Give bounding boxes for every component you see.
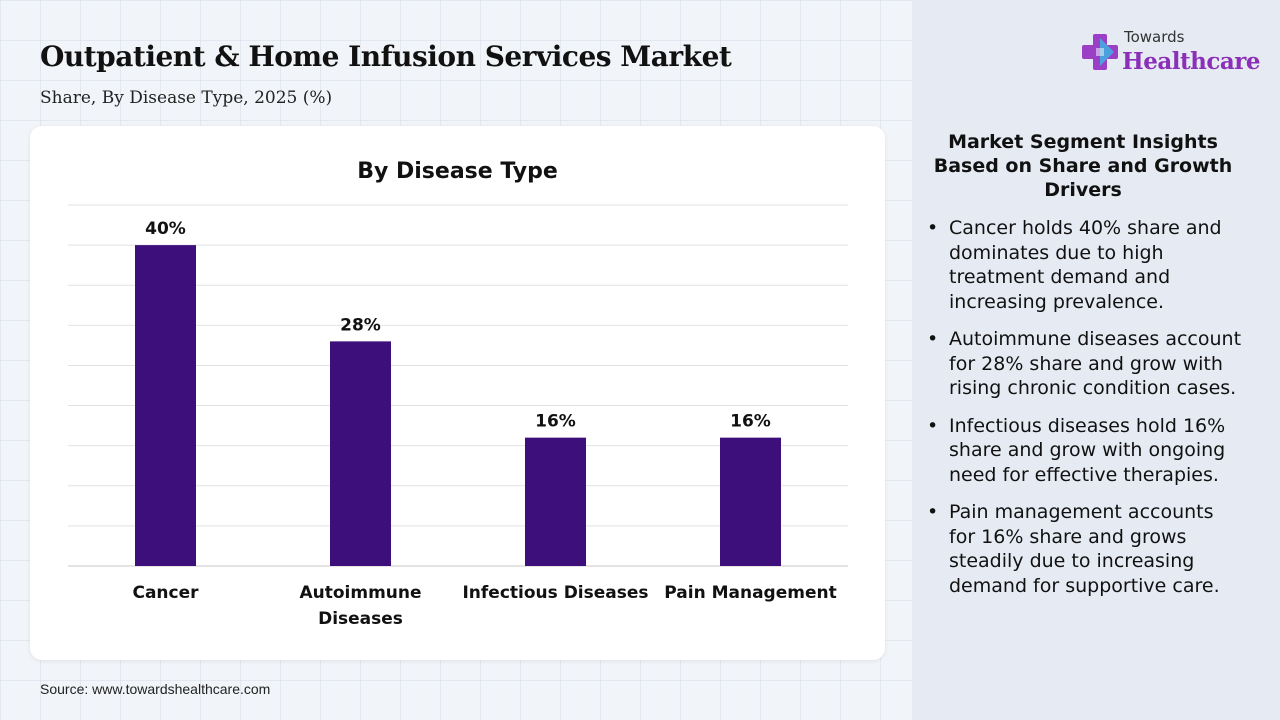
page-subtitle: Share, By Disease Type, 2025 (%) xyxy=(40,88,333,108)
bar xyxy=(135,245,196,566)
insights-heading: Market Segment Insights Based on Share a… xyxy=(933,131,1233,201)
data-label: 16% xyxy=(730,412,771,432)
bullet-icon: • xyxy=(927,328,939,350)
medical-cross-icon xyxy=(1082,34,1118,70)
data-label: 16% xyxy=(535,412,576,432)
insights-panel xyxy=(912,0,1280,720)
insight-text: Infectious diseases hold 16% share and g… xyxy=(949,414,1226,486)
data-label: 40% xyxy=(145,219,186,239)
x-tick-label: Infectious Diseases xyxy=(462,583,648,603)
chart-card: By Disease Type 40% Cancer 28% Autoimmune Di… xyxy=(30,126,885,660)
insight-text: Cancer holds 40% share and dominates due… xyxy=(949,217,1222,313)
insight-item: • Cancer holds 40% share and dominates du… xyxy=(925,216,1245,314)
x-tick-label: Pain Management xyxy=(664,583,836,603)
bar xyxy=(330,341,391,566)
logo-text-healthcare: Healthcare xyxy=(1122,48,1261,75)
brand-logo: Towards Healthcare xyxy=(1080,28,1261,78)
x-tick-label: Cancer xyxy=(132,583,199,603)
source-note: Source: www.towardshealthcare.com xyxy=(40,681,271,697)
insight-text: Pain management accounts for 16% share a… xyxy=(949,501,1220,597)
insight-item: • Infectious diseases hold 16% share and … xyxy=(925,414,1245,488)
bullet-icon: • xyxy=(927,414,939,437)
bar-chart: 40% Cancer 28% Autoimmune Diseases 16% Infecti… xyxy=(68,204,848,629)
data-label: 28% xyxy=(340,315,381,335)
logo-text-towards: Towards xyxy=(1124,28,1185,46)
insight-item: • Autoimmune diseases account for 28% sha… xyxy=(925,327,1245,401)
chart-title: By Disease Type xyxy=(357,159,558,184)
insights-list: • Cancer holds 40% share and dominates du… xyxy=(925,216,1245,611)
insight-item: • Pain management accounts for 16% share … xyxy=(925,500,1245,598)
x-tick-label: Autoimmune Diseases xyxy=(299,583,421,629)
bullet-icon: • xyxy=(927,217,939,239)
bullet-icon: • xyxy=(927,501,939,523)
bar xyxy=(720,437,781,566)
insight-text: Autoimmune diseases account for 28% shar… xyxy=(949,328,1242,399)
bar xyxy=(525,437,586,566)
page-title: Outpatient & Home Infusion Services Mark… xyxy=(40,40,732,73)
